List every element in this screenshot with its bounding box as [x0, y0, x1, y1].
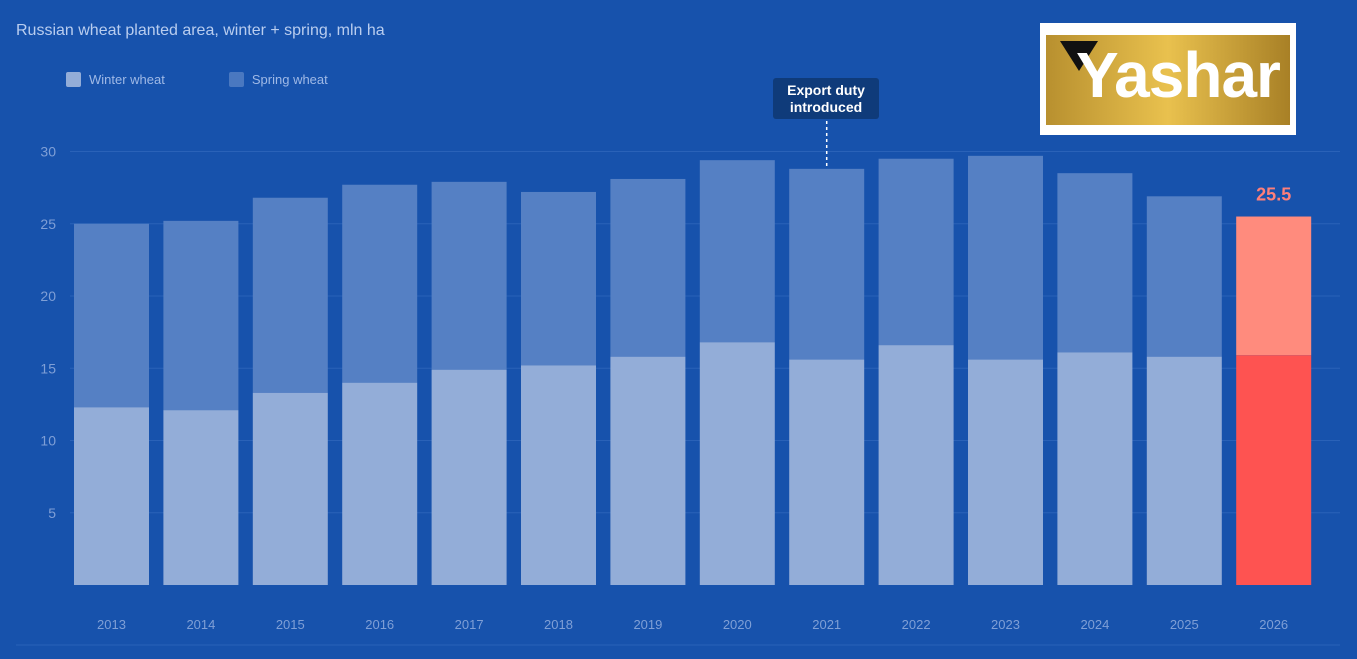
bar-winter-2013	[74, 407, 149, 585]
bar-spring-2024	[1057, 173, 1133, 353]
x-tick-label: 2026	[1259, 617, 1288, 632]
logo-text: Yashar	[1076, 39, 1281, 111]
x-tick-label: 2016	[365, 617, 394, 632]
x-tick-label: 2022	[902, 617, 931, 632]
brand-logo: Yashar	[1040, 23, 1296, 135]
bar-spring-2023	[968, 155, 1043, 360]
bar-winter-2020	[699, 342, 775, 585]
y-tick-label: 25	[40, 216, 56, 232]
bar-winter-2015	[252, 392, 328, 585]
bar-spring-2022	[878, 158, 954, 346]
y-tick-label: 5	[48, 505, 56, 521]
bar-winter-2025	[1146, 356, 1222, 585]
legend-item-winter: Winter wheat	[66, 72, 165, 87]
bar-spring-2026	[1236, 216, 1312, 356]
y-tick-label: 20	[40, 288, 56, 304]
chart-title: Russian wheat planted area, winter + spr…	[16, 22, 385, 39]
annotation-export-duty: Export duty introduced	[773, 78, 879, 119]
x-tick-label: 2014	[186, 617, 215, 632]
bar-spring-2018	[521, 191, 596, 366]
y-tick-label: 30	[40, 144, 56, 160]
logo-plate: Yashar	[1046, 35, 1290, 125]
y-tick-label: 10	[40, 433, 56, 449]
bar-winter-2014	[163, 410, 239, 585]
legend-swatch-spring	[228, 72, 244, 87]
legend-label-winter: Winter wheat	[89, 72, 165, 87]
x-tick-label: 2023	[991, 617, 1020, 632]
bar-spring-2020	[699, 160, 775, 343]
legend-swatch-winter	[66, 72, 81, 87]
bar-winter-2018	[521, 365, 596, 585]
y-tick-label: 15	[40, 360, 56, 376]
x-tick-label: 2017	[455, 617, 484, 632]
bar-winter-2026	[1236, 355, 1312, 585]
x-tick-label: 2019	[633, 617, 662, 632]
bar-spring-2019	[610, 178, 686, 357]
legend-label-spring: Spring wheat	[251, 72, 328, 87]
x-tick-label: 2024	[1080, 617, 1109, 632]
bar-spring-2025	[1146, 196, 1222, 357]
data-label-2026: 25.5	[1256, 185, 1291, 205]
x-tick-label: 2025	[1170, 617, 1199, 632]
bar-winter-2024	[1057, 352, 1133, 585]
bar-spring-2015	[252, 197, 328, 393]
legend-item-spring: Spring wheat	[228, 72, 328, 87]
bar-winter-2016	[342, 382, 418, 585]
x-tick-label: 2021	[812, 617, 841, 632]
bar-winter-2017	[431, 369, 507, 585]
bar-winter-2021	[789, 359, 865, 585]
x-tick-label: 2018	[544, 617, 573, 632]
bar-spring-2021	[789, 168, 865, 360]
bar-winter-2023	[968, 359, 1043, 585]
bar-spring-2016	[342, 184, 418, 383]
bar-spring-2014	[163, 220, 239, 411]
bar-spring-2013	[74, 223, 149, 408]
x-tick-label: 2020	[723, 617, 752, 632]
bar-winter-2019	[610, 356, 686, 585]
x-tick-label: 2015	[276, 617, 305, 632]
bar-spring-2017	[431, 181, 507, 370]
logo-chevron-icon	[1060, 41, 1098, 71]
legend: Winter wheat Spring wheat	[66, 72, 392, 87]
bar-winter-2022	[878, 345, 954, 585]
x-tick-label: 2013	[97, 617, 126, 632]
